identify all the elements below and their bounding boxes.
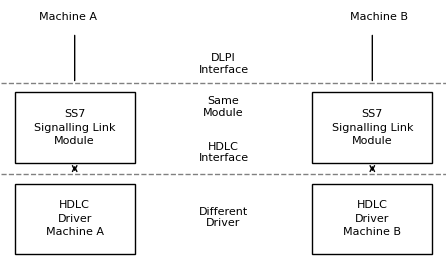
FancyBboxPatch shape	[15, 93, 135, 163]
Text: Machine A: Machine A	[39, 12, 97, 22]
FancyBboxPatch shape	[312, 93, 432, 163]
Text: SS7
Signalling Link
Module: SS7 Signalling Link Module	[332, 109, 413, 146]
Text: HDLC
Driver
Machine A: HDLC Driver Machine A	[46, 200, 104, 237]
FancyBboxPatch shape	[312, 184, 432, 254]
FancyBboxPatch shape	[15, 184, 135, 254]
Text: Machine B: Machine B	[350, 12, 408, 22]
Text: Different
Driver: Different Driver	[199, 206, 248, 228]
Text: DLPI
Interface: DLPI Interface	[198, 53, 249, 75]
Text: HDLC
Interface: HDLC Interface	[198, 141, 249, 163]
Text: HDLC
Driver
Machine B: HDLC Driver Machine B	[343, 200, 401, 237]
Text: Same
Module: Same Module	[203, 96, 244, 118]
Text: SS7
Signalling Link
Module: SS7 Signalling Link Module	[34, 109, 115, 146]
